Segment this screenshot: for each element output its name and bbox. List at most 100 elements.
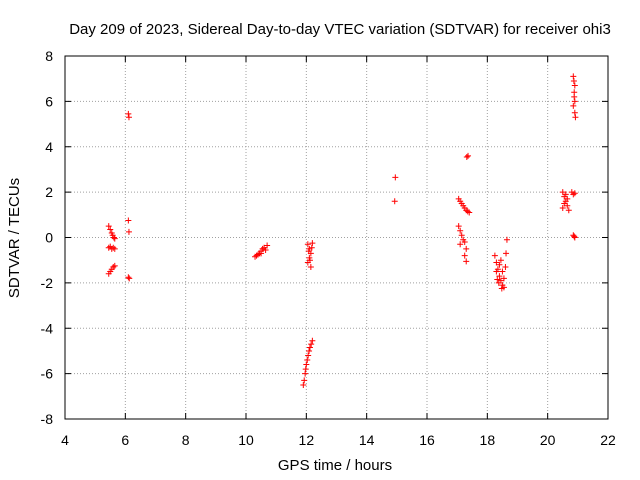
y-tick-label: 8 [45, 48, 53, 64]
data-point [300, 381, 307, 388]
data-point [562, 191, 569, 198]
data-point [457, 241, 464, 248]
data-point [499, 268, 506, 275]
data-point [571, 234, 578, 241]
y-tick-label: -2 [41, 275, 54, 291]
data-point [503, 250, 510, 257]
data-point [307, 263, 314, 270]
data-point [392, 174, 399, 181]
data-point [304, 241, 311, 248]
data-point [304, 357, 311, 364]
chart-title: Day 209 of 2023, Sidereal Day-to-day VTE… [69, 21, 611, 38]
data-point [258, 250, 265, 257]
data-point [496, 273, 503, 280]
x-axis-label: GPS time / hours [278, 457, 392, 474]
data-point [262, 246, 269, 253]
grid-layer [65, 56, 608, 419]
x-tick-label: 6 [121, 432, 129, 448]
x-tick-label: 18 [480, 432, 496, 448]
data-point [111, 235, 118, 242]
data-point [570, 77, 577, 84]
data-point [125, 110, 132, 117]
data-point [125, 114, 132, 121]
data-point [110, 234, 117, 241]
x-tick-label: 4 [61, 432, 69, 448]
data-point [125, 217, 132, 224]
data-point [308, 244, 315, 251]
data-point [571, 98, 578, 105]
data-point [491, 252, 498, 259]
data-point [125, 228, 132, 235]
data-point [309, 337, 316, 344]
y-tick-label: 4 [45, 139, 53, 155]
data-point [461, 252, 468, 259]
data-point [559, 205, 566, 212]
data-point [306, 344, 313, 351]
data-point [125, 274, 132, 281]
data-point [561, 200, 568, 207]
data-point [306, 257, 313, 264]
y-tick-label: 0 [45, 230, 53, 246]
x-tick-label: 12 [299, 432, 315, 448]
data-point [498, 285, 505, 292]
data-point [309, 240, 316, 247]
data-point [463, 153, 470, 160]
data-point [463, 245, 470, 252]
data-point [495, 279, 502, 286]
y-tick-label: -4 [41, 320, 54, 336]
data-point [570, 73, 577, 80]
tick-layer [64, 55, 609, 420]
data-point [571, 82, 578, 89]
data-point [564, 202, 571, 209]
data-point [564, 195, 571, 202]
y-tick-label: 2 [45, 184, 53, 200]
data-point [571, 190, 578, 197]
x-tick-label: 22 [600, 432, 616, 448]
data-point [571, 233, 578, 240]
x-tick-label: 10 [238, 432, 254, 448]
data-point [105, 223, 112, 230]
data-point [466, 209, 473, 216]
data-point [308, 341, 315, 348]
data-point [493, 259, 500, 266]
data-point [497, 257, 504, 264]
y-axis-label: SDTVAR / TECUs [6, 178, 23, 298]
data-point [305, 248, 312, 255]
data-point [111, 245, 118, 252]
data-point [305, 352, 312, 359]
x-tick-label: 20 [540, 432, 556, 448]
x-tick-label: 16 [419, 432, 435, 448]
data-point [565, 207, 572, 214]
data-point [303, 361, 310, 368]
point-layer [105, 73, 579, 388]
data-point [302, 370, 309, 377]
data-point [264, 242, 271, 249]
data-point [107, 226, 114, 233]
data-point [457, 227, 464, 234]
data-point [503, 236, 510, 243]
data-point [559, 189, 566, 196]
data-point [571, 93, 578, 100]
data-point [570, 102, 577, 109]
data-point [502, 263, 509, 270]
data-point [572, 114, 579, 121]
y-tick-label: 6 [45, 93, 53, 109]
data-point [111, 262, 118, 269]
data-point [500, 275, 507, 282]
tick-label-layer: 4 6 8 10 12 14 16 18 20 22 -8 -6 -4 -2 0 2 4 6 8 [41, 48, 616, 448]
data-point [493, 268, 500, 275]
data-point [461, 239, 468, 246]
data-point [494, 276, 501, 283]
y-tick-label: -6 [41, 366, 54, 382]
data-point [306, 347, 313, 354]
x-tick-label: 8 [182, 432, 190, 448]
data-point [455, 223, 462, 230]
x-tick-label: 14 [359, 432, 375, 448]
data-point [391, 198, 398, 205]
data-point [463, 258, 470, 265]
data-point [571, 109, 578, 116]
data-point [302, 366, 309, 373]
data-point [301, 377, 308, 384]
